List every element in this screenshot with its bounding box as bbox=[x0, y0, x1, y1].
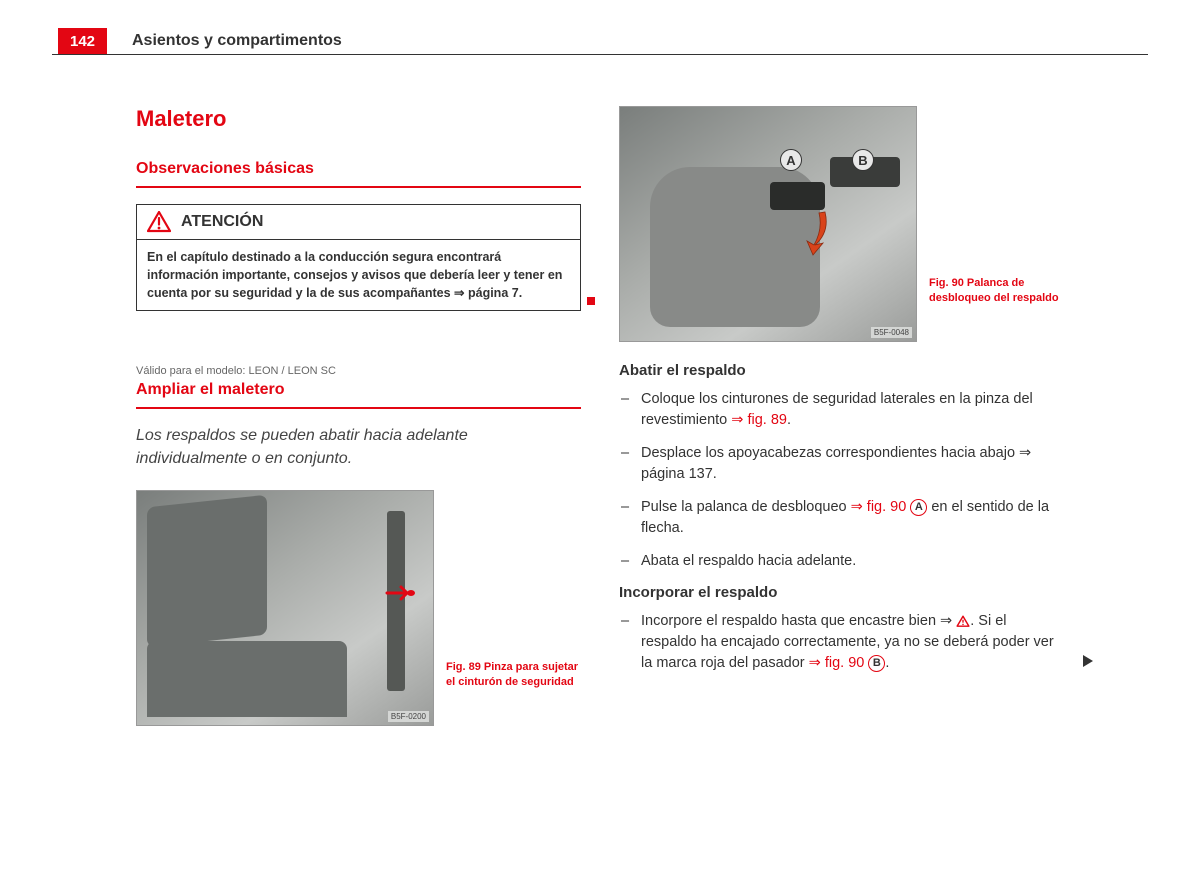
figure-90-block: A B B5F-0048 Fig. 90 Palanca de desbloqu… bbox=[619, 106, 1064, 342]
red-divider bbox=[136, 186, 581, 188]
image-code: B5F-0048 bbox=[871, 327, 912, 338]
step-text: . bbox=[787, 412, 791, 428]
marker-a-icon: A bbox=[780, 149, 802, 171]
subheading-ampliar: Ampliar el maletero bbox=[136, 381, 581, 399]
step-text: Pulse la palanca de desbloqueo bbox=[641, 499, 851, 515]
step-item: Coloque los cinturones de seguridad late… bbox=[619, 389, 1064, 431]
step-text: Coloque los cinturones de seguridad late… bbox=[641, 391, 1033, 428]
ref-fig89: ⇒ fig. 89 bbox=[731, 412, 787, 428]
heading-abatir: Abatir el respaldo bbox=[619, 362, 1064, 379]
step-item: Desplace los apoyacabezas correspondient… bbox=[619, 443, 1064, 485]
steps-incorporar: Incorpore el respaldo hasta que encastre… bbox=[619, 611, 1064, 674]
end-marker-icon bbox=[587, 297, 595, 305]
fold-arrow-icon bbox=[795, 207, 835, 257]
circled-a-icon: A bbox=[910, 499, 927, 516]
red-divider bbox=[136, 407, 581, 409]
header-rule bbox=[52, 54, 1148, 55]
figure-89-image: B5F-0200 bbox=[136, 490, 434, 726]
ref-fig90: ⇒ fig. 90 bbox=[851, 499, 907, 515]
heading-incorporar: Incorporar el respaldo bbox=[619, 584, 1064, 601]
step-item: Pulse la palanca de desbloqueo ⇒ fig. 90… bbox=[619, 497, 1064, 539]
circled-b-icon: B bbox=[868, 655, 885, 672]
step-item: Abata el respaldo hacia adelante. bbox=[619, 551, 1064, 572]
step-text: . bbox=[885, 655, 889, 671]
warning-box: ATENCIÓN En el capítulo destinado a la c… bbox=[136, 204, 581, 311]
chapter-title: Asientos y compartimentos bbox=[132, 32, 342, 50]
warning-triangle-icon bbox=[147, 211, 171, 233]
clip-marker-icon bbox=[385, 583, 415, 603]
warning-triangle-small-icon bbox=[956, 615, 970, 628]
ref-fig90: ⇒ fig. 90 bbox=[809, 655, 865, 671]
continue-triangle-icon bbox=[1082, 654, 1094, 668]
step-text: Desplace los apoyacabezas correspondient… bbox=[641, 445, 1031, 482]
right-column: A B B5F-0048 Fig. 90 Palanca de desbloqu… bbox=[619, 106, 1064, 746]
figure-90-image: A B B5F-0048 bbox=[619, 106, 917, 342]
step-text: Incorpore el respaldo hasta que encastre… bbox=[641, 613, 956, 629]
image-code: B5F-0200 bbox=[388, 711, 429, 722]
figure-89-caption: Fig. 89 Pinza para sujetar el cinturón d… bbox=[446, 490, 581, 726]
section-title: Maletero bbox=[136, 106, 581, 132]
marker-b-icon: B bbox=[852, 149, 874, 171]
figure-89-block: B5F-0200 Fig. 89 Pinza para sujetar el c… bbox=[136, 490, 581, 726]
figure-90-caption: Fig. 90 Palanca de desbloqueo del respal… bbox=[929, 106, 1064, 342]
warning-header: ATENCIÓN bbox=[137, 205, 580, 240]
intro-text: Los respaldos se pueden abatir hacia ade… bbox=[136, 425, 581, 470]
subheading-observaciones: Observaciones básicas bbox=[136, 160, 581, 178]
valid-for-text: Válido para el modelo: LEON / LEON SC bbox=[136, 365, 581, 377]
step-text: Abata el respaldo hacia adelante. bbox=[641, 553, 856, 569]
warning-body: En el capítulo destinado a la conducción… bbox=[137, 240, 580, 310]
page-number: 142 bbox=[58, 28, 107, 55]
content-area: Maletero Observaciones básicas ATENCIÓN … bbox=[136, 106, 1064, 746]
warning-title: ATENCIÓN bbox=[181, 213, 263, 231]
step-item: Incorpore el respaldo hasta que encastre… bbox=[619, 611, 1064, 674]
steps-abatir: Coloque los cinturones de seguridad late… bbox=[619, 389, 1064, 572]
left-column: Maletero Observaciones básicas ATENCIÓN … bbox=[136, 106, 581, 746]
